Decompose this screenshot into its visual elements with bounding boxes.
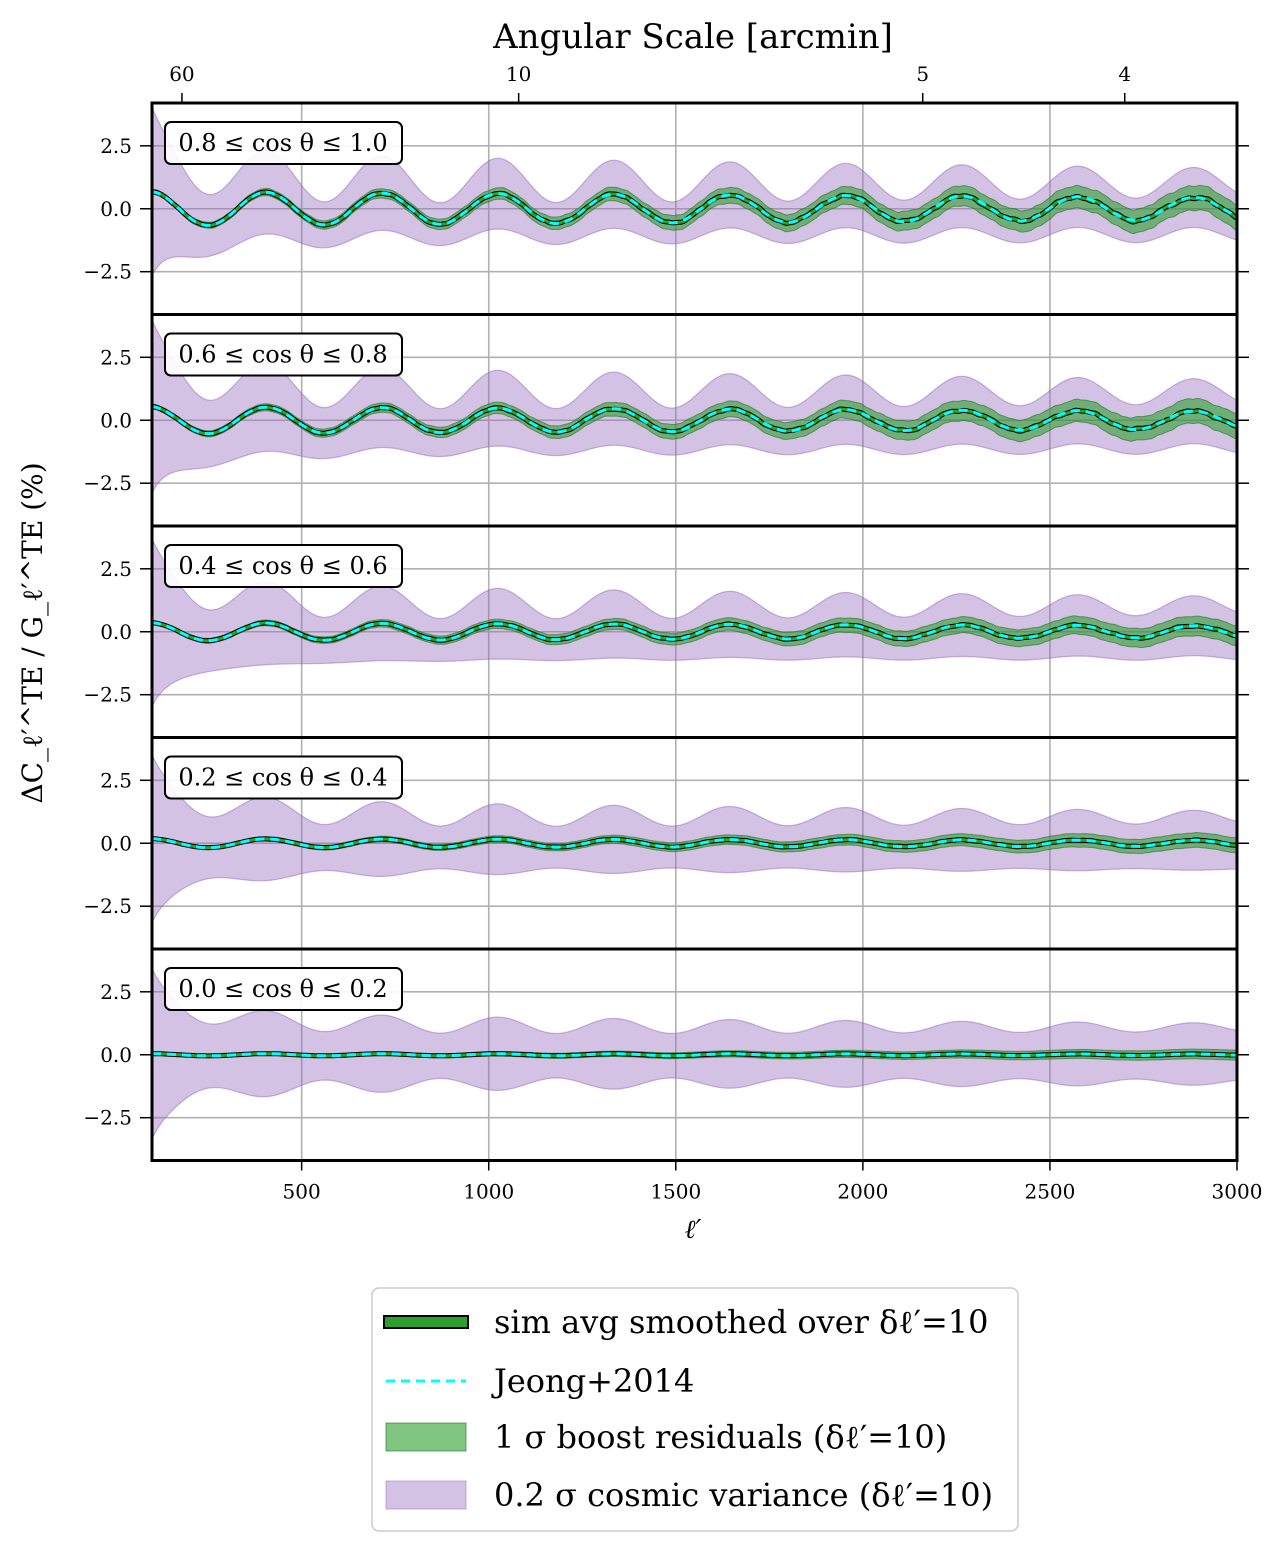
top-tick-label: 4	[1118, 62, 1131, 86]
panel-label-frame	[164, 967, 403, 1011]
panel-label-frame	[164, 121, 403, 165]
x-tick-label: 500	[283, 1180, 321, 1204]
x-tick-label: 2000	[837, 1180, 888, 1204]
cosmic-variance-band	[152, 538, 1237, 708]
y-tick-label: 0.0	[100, 408, 132, 432]
jeong-2014-line	[152, 405, 1237, 436]
legend-entry: 0.2 σ cosmic variance (δℓ′=10)	[385, 1476, 993, 1514]
y-tick-label: 2.5	[100, 768, 132, 792]
x-tick-label: 2500	[1024, 1180, 1075, 1204]
y-tick-label: −2.5	[83, 683, 132, 707]
y-tick-label: −2.5	[83, 894, 132, 918]
jeong-2014-line	[152, 190, 1237, 227]
cosmic-variance-band	[152, 107, 1237, 277]
panel-5: −2.5 0.0 2.5 0.0 ≤ cos θ ≤ 0.2	[83, 947, 1249, 1162]
top-axis: Angular Scale [arcmin] 60 10 5 4	[169, 17, 1131, 103]
cosmic-variance-band	[152, 754, 1237, 924]
x-axis-label: ℓ′	[685, 1215, 702, 1245]
legend-entry: Jeong+2014	[386, 1362, 694, 1400]
bottom-axis: ℓ′ 500 1000 1500 2000 2500 3000	[283, 1160, 1263, 1245]
top-axis-title: Angular Scale [arcmin]	[492, 17, 893, 57]
panel-1: −2.5 0.0 2.5 0.8 ≤ cos θ ≤ 1.0	[83, 101, 1249, 316]
panel-plot-area	[152, 949, 1237, 1161]
x-tick-label: 1500	[650, 1180, 701, 1204]
y-axis-label: ΔC_ℓ′^TE / G_ℓ′^TE (%)	[16, 462, 49, 803]
legend-swatch-cv	[385, 1480, 467, 1510]
panel-label-text: 0.6 ≤ cos θ ≤ 0.8	[178, 341, 387, 369]
panel-label-frame	[164, 544, 403, 588]
panel-label-text: 0.8 ≤ cos θ ≤ 1.0	[178, 129, 387, 157]
x-tick-label: 3000	[1212, 1180, 1263, 1204]
y-tick-label: 2.5	[100, 134, 132, 158]
panel-label-box: 0.6 ≤ cos θ ≤ 0.8	[164, 332, 403, 377]
y-tick-label: 2.5	[100, 557, 132, 581]
panel-plot-area	[152, 526, 1237, 738]
cosmic-variance-band	[152, 319, 1237, 494]
panel-label-text: 0.4 ≤ cos θ ≤ 0.6	[178, 552, 387, 580]
legend-entry: 1 σ boost residuals (δℓ′=10)	[385, 1418, 947, 1456]
y-tick-label: 0.0	[100, 197, 132, 221]
panel-4: −2.5 0.0 2.5 0.2 ≤ cos θ ≤ 0.4	[83, 736, 1249, 951]
legend-swatch-sim	[383, 1315, 469, 1329]
y-tick-label: 0.0	[100, 831, 132, 855]
y-tick-label: −2.5	[83, 1106, 132, 1130]
top-tick-label: 5	[916, 62, 929, 86]
y-tick-label: 0.0	[100, 1043, 132, 1067]
panel-label-box: 0.2 ≤ cos θ ≤ 0.4	[164, 755, 403, 800]
legend-swatch-boost	[385, 1422, 467, 1452]
panel-label-text: 0.2 ≤ cos θ ≤ 0.4	[178, 764, 387, 792]
panels: −2.5 0.0 2.5 0.8 ≤ cos θ ≤ 1.0 −2.5 0.0 2.5 0.6…	[83, 101, 1249, 1162]
y-tick-label: 0.0	[100, 620, 132, 644]
legend-entry: sim avg smoothed over δℓ′=10	[383, 1303, 988, 1341]
jeong-2014-line	[152, 1052, 1237, 1058]
top-tick-label: 60	[169, 62, 194, 86]
legend: sim avg smoothed over δℓ′=10 Jeong+2014 1 …	[371, 1287, 1019, 1532]
panel-label-box: 0.8 ≤ cos θ ≤ 1.0	[164, 121, 403, 165]
legend-label: Jeong+2014	[491, 1362, 694, 1400]
panel-label-frame	[164, 332, 403, 377]
panel-label-box: 0.0 ≤ cos θ ≤ 0.2	[164, 967, 403, 1011]
jeong-2014-line	[152, 837, 1237, 850]
panel-label-frame	[164, 755, 403, 800]
panel-label-box: 0.4 ≤ cos θ ≤ 0.6	[164, 544, 403, 588]
panel-label-text: 0.0 ≤ cos θ ≤ 0.2	[178, 975, 387, 1003]
y-tick-label: −2.5	[83, 260, 132, 284]
legend-label: 0.2 σ cosmic variance (δℓ′=10)	[494, 1476, 993, 1514]
y-tick-label: −2.5	[83, 471, 132, 495]
panel-2: −2.5 0.0 2.5 0.6 ≤ cos θ ≤ 0.8	[83, 313, 1249, 528]
legend-frame	[371, 1287, 1019, 1532]
top-tick-label: 10	[506, 62, 531, 86]
y-tick-label: 2.5	[100, 980, 132, 1004]
x-tick-label: 1000	[463, 1180, 514, 1204]
panel-plot-area	[152, 314, 1237, 526]
legend-label: 1 σ boost residuals (δℓ′=10)	[494, 1418, 947, 1456]
y-tick-label: 2.5	[100, 345, 132, 369]
legend-label: sim avg smoothed over δℓ′=10	[494, 1303, 988, 1341]
panel-3: −2.5 0.0 2.5 0.4 ≤ cos θ ≤ 0.6	[83, 524, 1249, 739]
sim-average-line	[152, 621, 1237, 643]
